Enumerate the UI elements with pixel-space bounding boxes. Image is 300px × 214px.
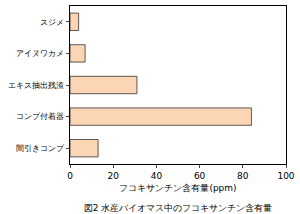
svg-text:アイヌワカメ: アイヌワカメ [16,49,64,58]
svg-text:0: 0 [67,171,73,181]
svg-text:スジメ: スジメ [40,18,64,27]
svg-text:80: 80 [237,171,249,181]
svg-text:コンブ付着器: コンブ付着器 [16,112,64,121]
svg-text:間引きコンブ: 間引きコンブ [16,144,65,153]
svg-text:100: 100 [277,171,294,181]
svg-text:40: 40 [151,171,163,181]
svg-text:フコキサンチン含有量(ppm): フコキサンチン含有量(ppm) [119,183,236,193]
svg-text:図2 水産バイオマス中のフコキサンチン含有量: 図2 水産バイオマス中のフコキサンチン含有量 [84,203,273,213]
svg-text:60: 60 [194,171,206,181]
svg-text:エキス抽出残渣: エキス抽出残渣 [8,81,64,90]
svg-text:20: 20 [107,171,119,181]
